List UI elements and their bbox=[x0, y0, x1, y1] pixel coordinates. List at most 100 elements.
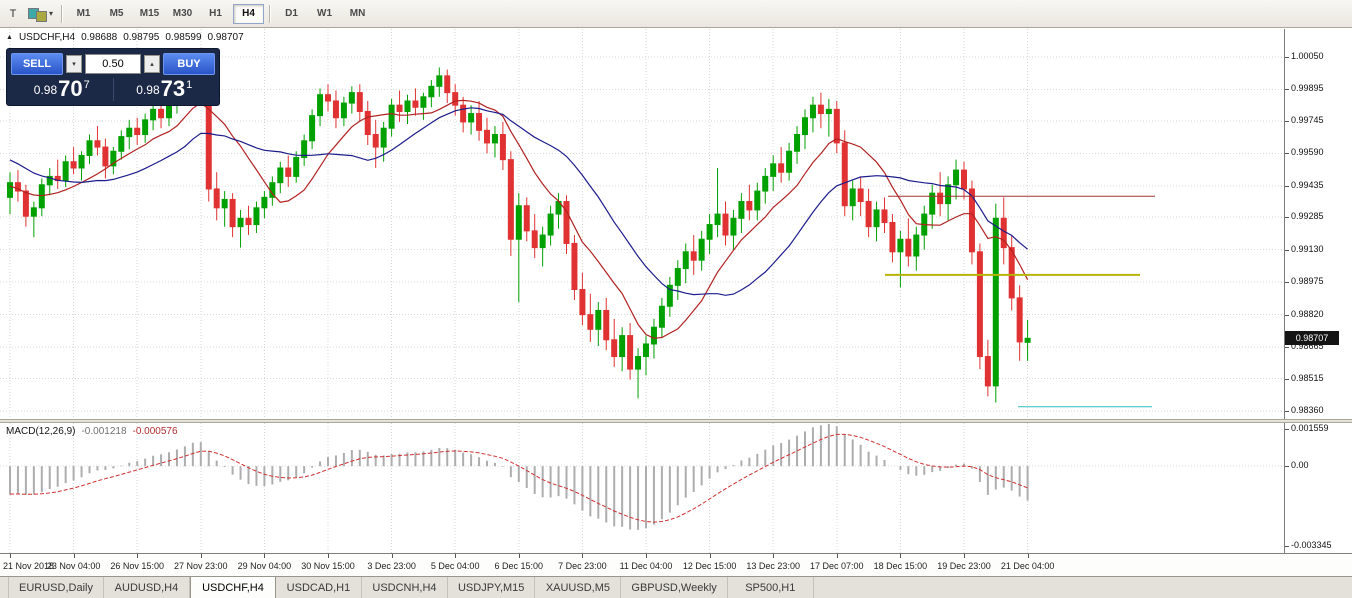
panel-splitter[interactable] bbox=[0, 419, 1352, 423]
macd-axis-tick bbox=[1285, 466, 1289, 468]
price-axis-tick bbox=[1285, 89, 1289, 91]
price-axis[interactable] bbox=[1284, 29, 1352, 553]
price-axis-label: 0.99895 bbox=[1291, 83, 1324, 94]
time-axis-label: 21 Dec 04:00 bbox=[1000, 561, 1055, 571]
sell-button[interactable]: SELL bbox=[11, 53, 63, 75]
timeframe-button-m1[interactable]: M1 bbox=[76, 8, 91, 19]
ohlc-open: 0.98688 bbox=[81, 32, 118, 43]
horizontal-lines bbox=[885, 195, 1155, 408]
timeframe-button-m30[interactable]: M30 bbox=[172, 8, 193, 19]
volume-decrease-button[interactable]: ▾ bbox=[66, 55, 82, 73]
chart-tab-usdcnh[interactable]: USDCNH,H4 bbox=[362, 577, 448, 598]
time-axis[interactable]: 21 Nov 2018 23 Nov 04:00 26 Nov 15:00 27 No… bbox=[0, 553, 1352, 576]
time-axis-tick bbox=[582, 554, 584, 558]
time-axis-tick bbox=[200, 554, 202, 558]
macd-grid bbox=[0, 423, 1284, 553]
price-axis-label: 0.99745 bbox=[1291, 114, 1324, 125]
one-click-trading-panel: SELL ▾ ▴ BUY 0.98 70 7 0.98 73 1 bbox=[6, 48, 220, 106]
price-axis-label: 1.00050 bbox=[1291, 51, 1324, 61]
timeframe-button-mn[interactable]: MN bbox=[349, 8, 366, 19]
chart-tab-gbpusd[interactable]: GBPUSD,Weekly bbox=[621, 577, 728, 598]
toolbar: T ▾ M1 M5 M15 M30 H1 H4 D1 W1 MN bbox=[0, 0, 1352, 28]
buy-button[interactable]: BUY bbox=[163, 53, 215, 75]
time-axis-label: 23 Nov 04:00 bbox=[46, 561, 101, 571]
price-axis-label: 0.99130 bbox=[1291, 243, 1324, 254]
time-axis-label: 19 Dec 23:00 bbox=[937, 561, 991, 571]
window-marker-icon: ▲ bbox=[6, 34, 13, 41]
time-axis-label: 18 Dec 15:00 bbox=[873, 561, 928, 571]
macd-axis-label: 0.00 bbox=[1291, 460, 1309, 471]
time-axis-tick bbox=[328, 554, 329, 558]
toolbar-partial-icon[interactable]: T bbox=[3, 4, 23, 24]
ohlc-close: 0.98707 bbox=[207, 32, 244, 43]
time-axis-tick bbox=[964, 554, 965, 558]
time-axis-tick bbox=[10, 554, 11, 558]
time-axis-label: 3 Dec 23:00 bbox=[367, 561, 416, 571]
time-axis-label: 11 Dec 04:00 bbox=[619, 561, 673, 571]
price-axis-tick bbox=[1285, 314, 1289, 316]
price-axis-label: 0.98360 bbox=[1291, 405, 1324, 415]
time-axis-tick bbox=[900, 554, 902, 558]
price-axis-tick bbox=[1285, 153, 1289, 155]
sell-price[interactable]: 0.98 70 7 bbox=[11, 78, 113, 101]
toolbar-separator bbox=[269, 4, 272, 23]
chart-style-icon[interactable]: ▾ bbox=[25, 4, 56, 24]
chart-title: ▲ USDCHF,H4 0.98688 0.98795 0.98599 0.98… bbox=[6, 32, 244, 43]
timeframe-button-m15[interactable]: M15 bbox=[139, 8, 160, 19]
time-axis-label: 5 Dec 04:00 bbox=[430, 561, 480, 571]
chart-tab-usdjpy[interactable]: USDJPY,M15 bbox=[448, 577, 536, 598]
price-axis-label: 0.98820 bbox=[1291, 308, 1324, 319]
sell-price-big: 70 bbox=[58, 76, 83, 101]
macd-title: MACD(12,26,9) -0.001218 -0.000576 bbox=[6, 426, 178, 437]
macd-indicator-panel[interactable] bbox=[0, 423, 1284, 553]
volume-input[interactable] bbox=[85, 54, 141, 74]
chart-tab-usdchf[interactable]: USDCHF,H4 bbox=[189, 576, 276, 598]
ma-slow-line bbox=[9, 107, 1028, 296]
caret-down-icon: ▾ bbox=[72, 61, 76, 68]
current-price-badge: 0.98707 bbox=[1285, 331, 1339, 346]
ohlc-low: 0.98599 bbox=[165, 32, 202, 43]
price-axis-tick bbox=[1285, 57, 1289, 58]
time-axis-tick bbox=[709, 554, 711, 558]
price-axis-label: 0.98975 bbox=[1291, 276, 1324, 287]
price-axis-label: 0.99590 bbox=[1291, 147, 1324, 158]
buy-price[interactable]: 0.98 73 1 bbox=[114, 78, 216, 101]
time-axis-label: 29 Nov 04:00 bbox=[237, 561, 292, 571]
time-axis-label: 6 Dec 15:00 bbox=[494, 561, 544, 571]
chart-tab-eurusd[interactable]: EURUSD,Daily bbox=[8, 577, 104, 598]
toolbar-separator bbox=[61, 4, 64, 23]
timeframe-button-d1[interactable]: D1 bbox=[285, 8, 298, 19]
volume-increase-button[interactable]: ▴ bbox=[144, 55, 160, 73]
candles bbox=[7, 57, 1031, 403]
time-axis-label: 13 Dec 23:00 bbox=[746, 561, 800, 571]
macd-main-value: -0.001218 bbox=[81, 426, 127, 437]
time-axis-tick bbox=[646, 554, 647, 558]
price-axis-label: 0.98515 bbox=[1291, 372, 1324, 383]
time-axis-label: 21 Nov 2018 bbox=[3, 561, 55, 571]
price-axis-tick bbox=[1285, 249, 1289, 251]
chart-tab-sp500[interactable]: SP500,H1 bbox=[728, 577, 814, 598]
timeframe-button-h4[interactable]: H4 bbox=[233, 3, 265, 24]
macd-axis-tick bbox=[1285, 429, 1289, 430]
time-axis-label: 27 Nov 23:00 bbox=[174, 561, 228, 571]
time-axis-label: 7 Dec 23:00 bbox=[558, 561, 607, 571]
chart-symbol-label: USDCHF,H4 bbox=[18, 32, 76, 43]
timeframe-toolbar: M1 M5 M15 M30 H1 H4 D1 W1 MN bbox=[67, 3, 374, 24]
buy-price-sup: 1 bbox=[186, 79, 193, 91]
main-chart[interactable] bbox=[0, 29, 1284, 420]
price-axis-tick bbox=[1285, 347, 1289, 349]
time-axis-tick bbox=[137, 554, 139, 558]
timeframe-button-h1[interactable]: H1 bbox=[209, 8, 222, 19]
chart-tab-usdcad[interactable]: USDCAD,H1 bbox=[276, 577, 362, 598]
time-axis-tick bbox=[836, 554, 838, 558]
price-axis-label: 0.99285 bbox=[1291, 211, 1324, 222]
timeframe-button-w1[interactable]: W1 bbox=[317, 8, 333, 19]
time-axis-tick bbox=[73, 554, 75, 558]
price-axis-tick bbox=[1285, 185, 1289, 187]
chart-tab-audusd[interactable]: AUDUSD,H4 bbox=[104, 577, 190, 598]
sell-price-sup: 7 bbox=[83, 79, 90, 91]
chart-tab-xauusd[interactable]: XAUUSD,M5 bbox=[535, 577, 622, 598]
macd-axis-label: 0.001559 bbox=[1291, 423, 1329, 433]
price-axis-tick bbox=[1285, 282, 1289, 284]
timeframe-button-m5[interactable]: M5 bbox=[109, 8, 124, 19]
